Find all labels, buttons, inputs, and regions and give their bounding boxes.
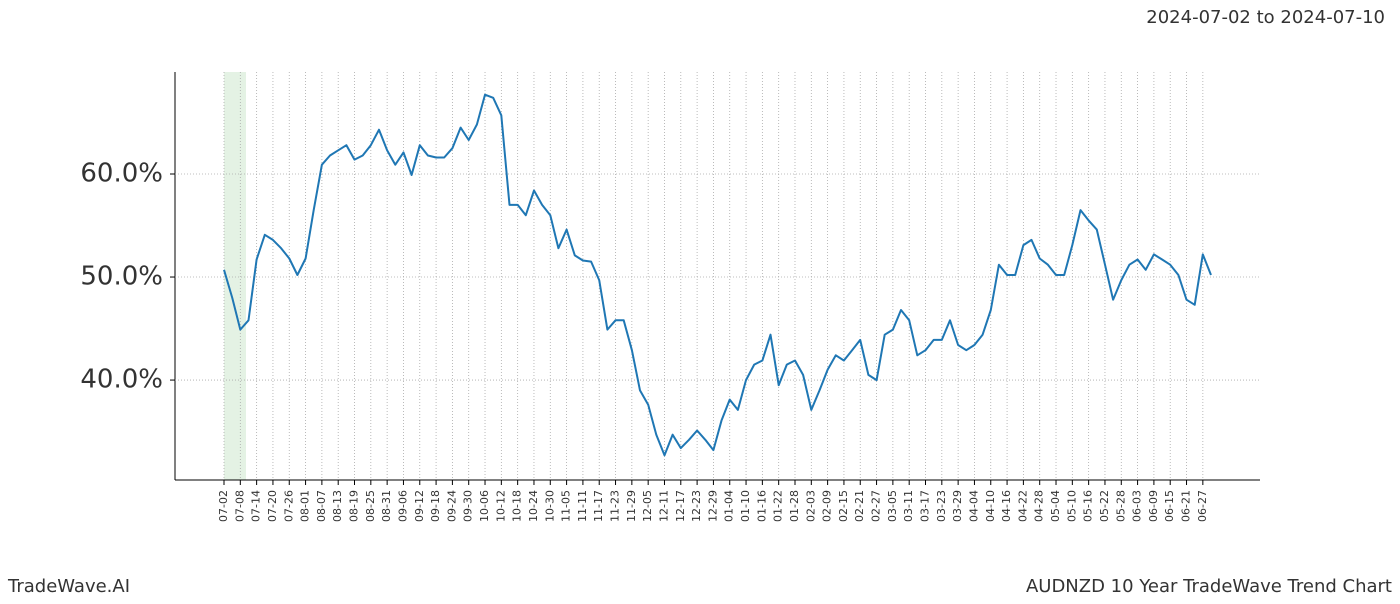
x-tick-label: 11-05 <box>560 490 573 522</box>
x-tick-label: 03-11 <box>902 490 915 522</box>
x-tick-label: 10-06 <box>478 490 491 522</box>
x-tick-label: 09-30 <box>462 490 475 522</box>
x-tick-label: 09-18 <box>429 490 442 522</box>
x-tick-label: 08-01 <box>299 490 312 522</box>
x-tick-label: 01-16 <box>755 490 768 522</box>
x-tick-label: 05-10 <box>1065 490 1078 522</box>
x-tick-label: 08-07 <box>315 490 328 522</box>
x-tick-label: 07-08 <box>233 490 246 522</box>
y-tick-label: 50.0% <box>80 262 163 292</box>
x-tick-label: 07-26 <box>282 490 295 522</box>
x-tick-label: 04-22 <box>1016 490 1029 522</box>
x-tick-label: 12-29 <box>706 490 719 522</box>
x-tick-label: 09-24 <box>445 490 458 522</box>
y-tick-label: 60.0% <box>80 159 163 189</box>
x-tick-label: 10-24 <box>527 490 540 522</box>
price-line <box>223 93 1212 457</box>
x-tick-label: 09-12 <box>413 490 426 522</box>
x-tick-label: 08-25 <box>364 490 377 522</box>
x-tick-label: 08-19 <box>348 490 361 522</box>
x-tick-label: 06-27 <box>1196 490 1209 522</box>
x-tick-label: 11-23 <box>609 490 622 522</box>
x-tick-label: 04-16 <box>1000 490 1013 522</box>
x-tick-label: 10-18 <box>511 490 524 522</box>
x-tick-label: 02-27 <box>870 490 883 522</box>
x-tick-label: 09-06 <box>396 490 409 522</box>
x-tick-label: 04-28 <box>1033 490 1046 522</box>
x-tick-label: 06-09 <box>1147 490 1160 522</box>
x-tick-label: 12-23 <box>690 490 703 522</box>
x-tick-label: 02-09 <box>821 490 834 522</box>
x-tick-label: 10-12 <box>494 490 507 522</box>
x-tick-label: 05-04 <box>1049 490 1062 522</box>
x-tick-label: 06-21 <box>1180 490 1193 522</box>
x-tick-label: 05-16 <box>1082 490 1095 522</box>
date-range: 2024-07-02 to 2024-07-10 <box>1146 7 1385 28</box>
x-tick-label: 11-29 <box>625 490 638 522</box>
x-tick-label: 02-15 <box>837 490 850 522</box>
x-tick-label: 01-22 <box>772 490 785 522</box>
x-tick-label: 11-17 <box>592 490 605 522</box>
x-tick-label: 12-17 <box>674 490 687 522</box>
x-tick-label: 03-23 <box>935 490 948 522</box>
x-tick-label: 04-04 <box>967 490 980 522</box>
x-tick-label: 04-10 <box>984 490 997 522</box>
x-tick-label: 08-31 <box>380 490 393 522</box>
x-tick-label: 06-03 <box>1131 490 1144 522</box>
x-tick-label: 02-03 <box>804 490 817 522</box>
x-tick-label: 07-02 <box>217 490 230 522</box>
highlight-span <box>224 72 246 480</box>
x-tick-label: 03-05 <box>886 490 899 522</box>
x-tick-label: 01-04 <box>723 490 736 522</box>
x-tick-label: 11-11 <box>576 490 589 522</box>
x-tick-label: 01-28 <box>788 490 801 522</box>
x-tick-label: 07-20 <box>266 490 279 522</box>
x-tick-label: 07-14 <box>250 490 263 522</box>
x-tick-label: 08-13 <box>331 490 344 522</box>
x-tick-label: 12-11 <box>657 490 670 522</box>
x-tick-label: 06-15 <box>1163 490 1176 522</box>
x-tick-label: 05-22 <box>1098 490 1111 522</box>
footer-right: AUDNZD 10 Year TradeWave Trend Chart <box>1026 576 1392 597</box>
footer-left: TradeWave.AI <box>7 576 130 597</box>
x-tick-label: 01-10 <box>739 490 752 522</box>
x-tick-label: 10-30 <box>543 490 556 522</box>
x-tick-label: 12-05 <box>641 490 654 522</box>
x-tick-label: 03-17 <box>919 490 932 522</box>
x-tick-label: 02-21 <box>853 490 866 522</box>
x-tick-label: 03-29 <box>951 490 964 522</box>
y-tick-label: 40.0% <box>80 365 163 395</box>
x-tick-label: 05-28 <box>1114 490 1127 522</box>
